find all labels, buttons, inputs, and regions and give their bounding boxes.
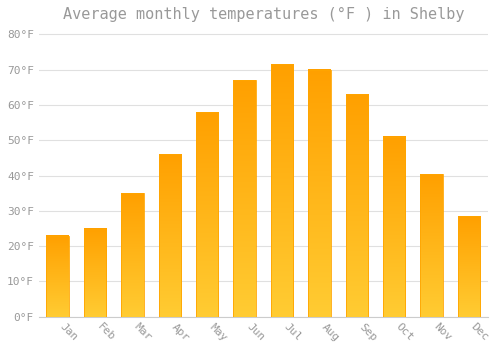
Bar <box>420 174 443 317</box>
Bar <box>46 236 68 317</box>
Title: Average monthly temperatures (°F ) in Shelby: Average monthly temperatures (°F ) in Sh… <box>62 7 464 22</box>
Bar <box>234 80 256 317</box>
Bar <box>458 216 480 317</box>
Bar <box>308 70 330 317</box>
Bar <box>383 137 406 317</box>
Bar <box>196 112 218 317</box>
Bar <box>158 154 181 317</box>
Bar <box>271 64 293 317</box>
Bar <box>121 193 144 317</box>
Bar <box>346 94 368 317</box>
Bar <box>84 229 106 317</box>
